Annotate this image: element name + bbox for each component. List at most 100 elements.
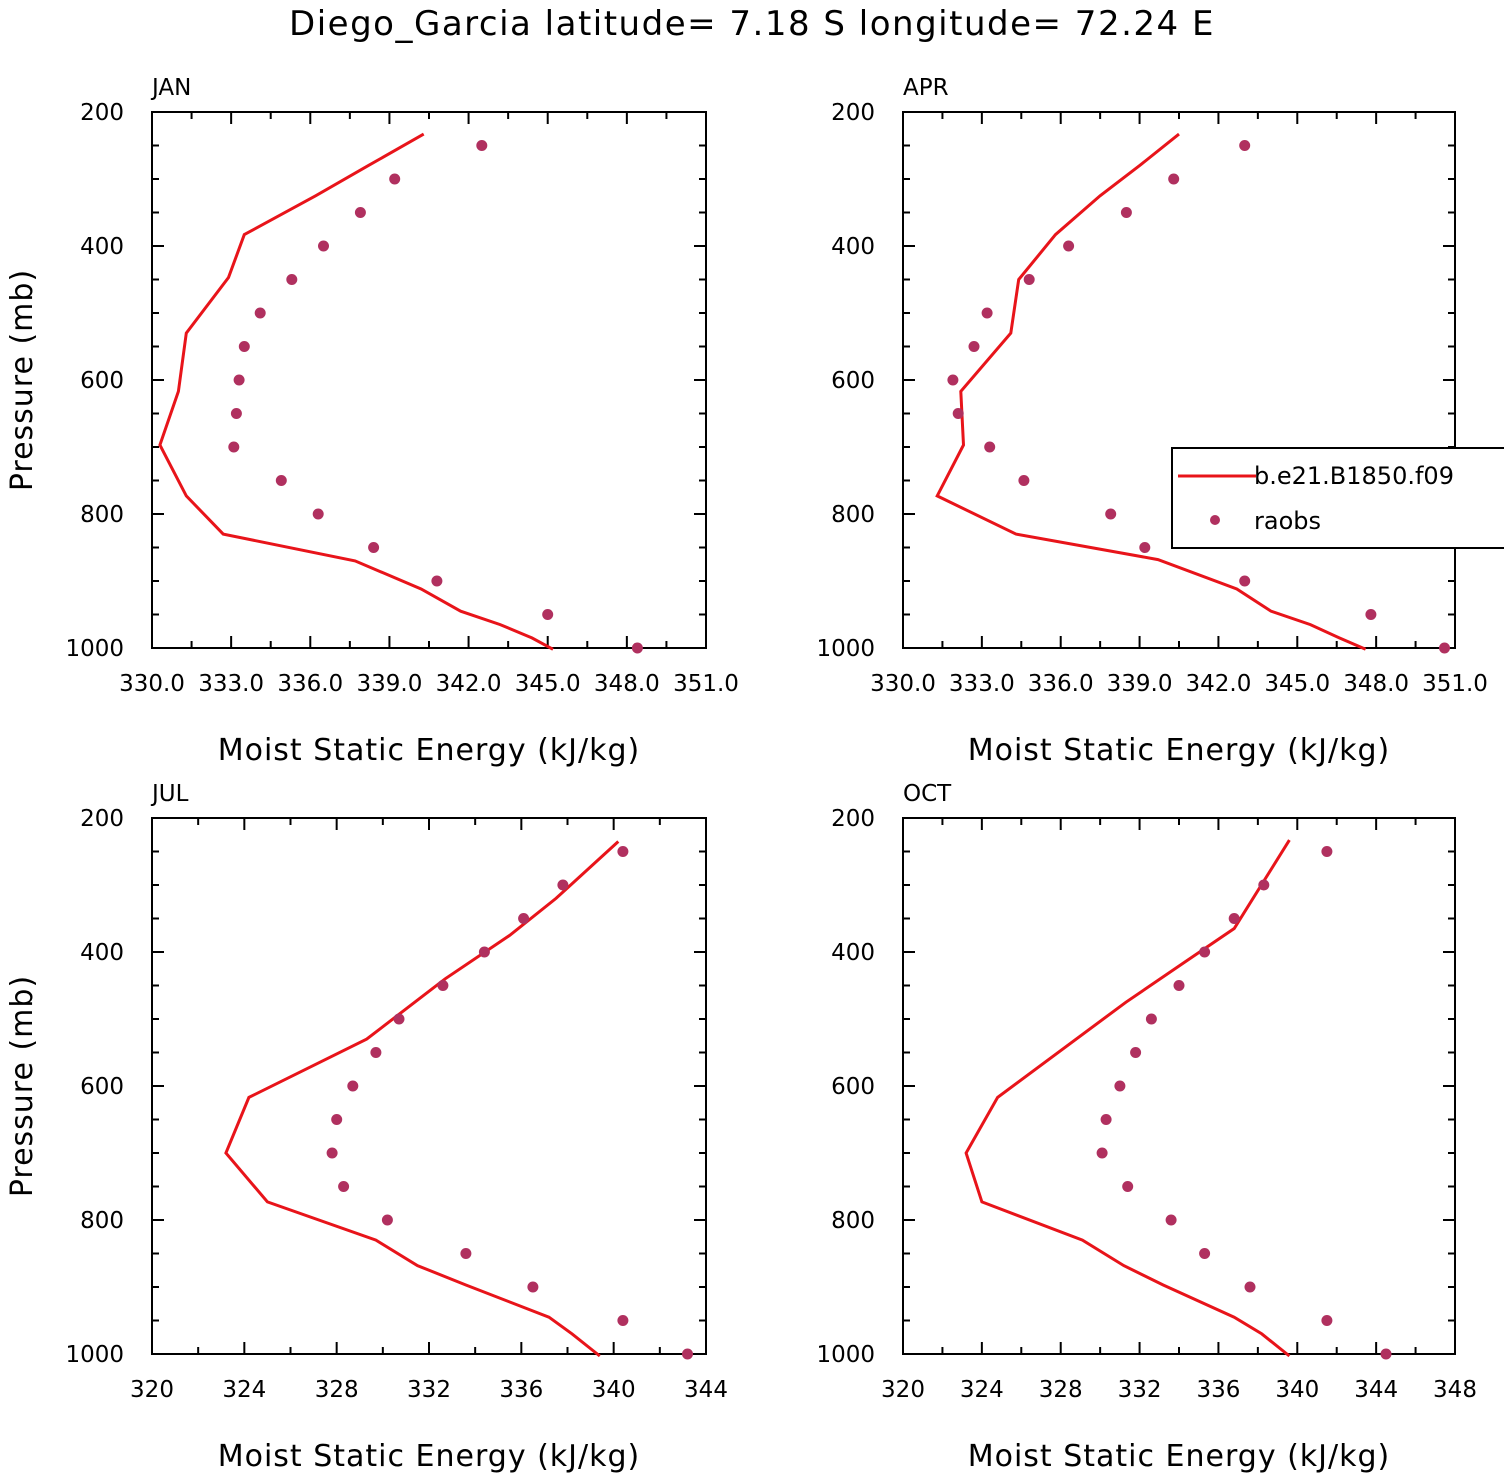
x-tick-label: 332 (1118, 1377, 1162, 1403)
raobs-point (238, 341, 250, 352)
legend-model-label: b.e21.B1850.f09 (1254, 462, 1454, 490)
x-tick-label: 344 (1354, 1377, 1398, 1403)
y-tick-label: 200 (80, 806, 124, 832)
raobs-point (952, 408, 964, 419)
x-tick-label: 345.0 (515, 671, 581, 697)
raobs-point (228, 441, 240, 453)
raobs-point (1023, 274, 1035, 285)
raobs-point (431, 575, 443, 587)
panel-apr: APR 200 400 600 800 1000 330.0 333.0 336.0 339.0 3… (816, 75, 1487, 768)
x-tick-label: 351.0 (1422, 671, 1488, 697)
x-tick-label: 336.0 (1028, 671, 1094, 697)
y-tick-label: 1000 (65, 636, 124, 662)
raobs-point (326, 1147, 338, 1159)
raobs-point (370, 1047, 382, 1058)
raobs-point (1165, 1214, 1177, 1226)
x-tick-label: 336 (1196, 1377, 1240, 1403)
y-tick-label: 400 (831, 234, 875, 260)
plot-frame (151, 817, 707, 1355)
model-profile-line (158, 132, 554, 651)
y-tick-label: 200 (80, 100, 124, 126)
raobs-point (1321, 1315, 1333, 1326)
raobs-point (460, 1248, 472, 1259)
x-tick-label: 336 (499, 1377, 543, 1403)
y-tick-label: 200 (831, 100, 875, 126)
x-tick-label: 324 (222, 1377, 266, 1403)
raobs-point (437, 980, 449, 991)
raobs-point (354, 207, 366, 218)
raobs-point (1139, 542, 1151, 553)
raobs-point (476, 140, 488, 151)
raobs-point (557, 879, 569, 891)
y-tick-label: 1000 (816, 636, 875, 662)
raobs-point (1100, 1114, 1112, 1125)
x-tick-label: 342.0 (436, 671, 502, 697)
x-tick-label: 330.0 (119, 671, 185, 697)
raobs-point (1239, 575, 1251, 587)
x-tick-label: 328 (1039, 1377, 1083, 1403)
raobs-point (286, 274, 298, 285)
raobs-point (631, 642, 643, 654)
raobs-point (981, 307, 993, 319)
raobs-point (947, 374, 959, 386)
raobs-point (1145, 1013, 1157, 1025)
x-tick-label: 336.0 (277, 671, 343, 697)
y-tick-label: 800 (831, 1208, 875, 1234)
x-tick-label: 339.0 (356, 671, 422, 697)
raobs-point (1239, 140, 1251, 151)
panel-label: JAN (150, 75, 191, 101)
legend-box (1171, 447, 1504, 549)
raobs-point (1120, 207, 1132, 218)
x-tick-label: 324 (960, 1377, 1004, 1403)
raobs-point (1365, 609, 1377, 620)
raobs-point (381, 1214, 393, 1226)
x-tick-label: 328 (315, 1377, 359, 1403)
x-tick-label: 333.0 (949, 671, 1015, 697)
x-axis-label: Moist Static Energy (kJ/kg) (968, 1439, 1391, 1474)
raobs-point (1063, 240, 1075, 252)
x-tick-label: 345.0 (1264, 671, 1330, 697)
model-profile-line (224, 840, 620, 1358)
panel-label: JUL (150, 781, 189, 807)
y-tick-label: 800 (80, 502, 124, 528)
raobs-point (527, 1281, 539, 1293)
x-tick-label: 332 (407, 1377, 451, 1403)
raobs-point (312, 508, 324, 520)
raobs-point (1199, 1248, 1211, 1259)
raobs-point (1258, 879, 1270, 891)
y-axis-label: Pressure (mb) (5, 975, 40, 1197)
raobs-point (617, 1315, 629, 1326)
x-tick-label: 333.0 (198, 671, 264, 697)
x-tick-label: 320 (881, 1377, 925, 1403)
raobs-point (1439, 642, 1450, 654)
x-tick-label: 330.0 (870, 671, 936, 697)
raobs-point (393, 1013, 405, 1025)
y-tick-label: 800 (831, 502, 875, 528)
y-tick-label: 600 (80, 1074, 124, 1100)
y-axis-label: Pressure (mb) (5, 269, 40, 491)
raobs-point (1244, 1281, 1256, 1293)
y-tick-label: 400 (831, 940, 875, 966)
legend-marker-swatch (1210, 515, 1220, 525)
raobs-point (542, 609, 554, 620)
x-tick-label: 342.0 (1185, 671, 1251, 697)
panel-label: OCT (903, 781, 952, 807)
legend-obs-label: raobs (1254, 507, 1321, 535)
panel-jan: JAN 200 400 600 800 1000 330.0 333.0 336.0 339.0 3… (5, 75, 739, 768)
panel-label: APR (903, 75, 949, 101)
raobs-point (1168, 173, 1180, 185)
x-axis-label: Moist Static Energy (kJ/kg) (968, 733, 1391, 768)
y-tick-label: 1000 (816, 1342, 875, 1368)
raobs-point (338, 1181, 350, 1192)
raobs-point (347, 1080, 359, 1092)
model-profile-line (964, 839, 1291, 1358)
panels: JAN 200 400 600 800 1000 330.0 333.0 336.0 339.0 3… (5, 75, 1488, 1474)
raobs-point (968, 341, 980, 352)
x-tick-label: 320 (130, 1377, 174, 1403)
y-tick-label: 200 (831, 806, 875, 832)
x-tick-label: 348.0 (594, 671, 660, 697)
y-tick-label: 400 (80, 234, 124, 260)
y-tick-label: 600 (831, 1074, 875, 1100)
